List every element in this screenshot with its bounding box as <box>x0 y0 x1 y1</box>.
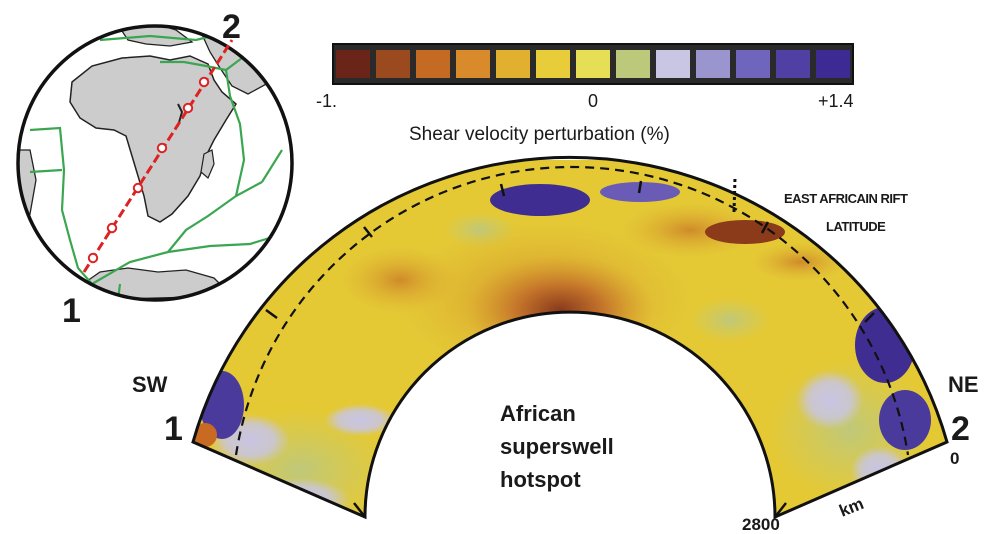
dashed-transition-zone <box>234 165 910 456</box>
cross-section-outline <box>191 155 949 520</box>
section-end-marker: 2 <box>951 410 970 448</box>
ne-label: NE <box>948 372 979 397</box>
africa-landmass <box>69 55 237 223</box>
madagascar-landmass <box>200 149 215 179</box>
hotspot-label-line1: African <box>500 401 576 426</box>
colorbar-swatch <box>736 50 770 78</box>
colorbar-swatch <box>336 50 370 78</box>
colorbar-min-label: -1. <box>316 91 337 111</box>
colorbar-swatch <box>776 50 810 78</box>
hotspot-label-line2: superswell <box>500 434 614 459</box>
globe-start-marker: 1 <box>62 292 81 330</box>
colorbar-swatch <box>456 50 490 78</box>
surface-ticks <box>265 180 875 518</box>
colorbar-frame <box>332 43 854 85</box>
colorbar: -1. 0 +1.4 Shear velocity perturbation (… <box>316 43 854 145</box>
globe-inset-map: 1 2 <box>16 8 294 330</box>
colorbar-mid-label: 0 <box>588 91 598 111</box>
section-start-marker: 1 <box>164 410 183 448</box>
colorbar-swatch <box>496 50 530 78</box>
globe-end-marker: 2 <box>222 8 241 46</box>
rift-label-line2: LATITUDE <box>826 219 886 234</box>
hotspot-label-line3: hotspot <box>500 467 581 492</box>
depth-unit-label: km <box>836 494 866 521</box>
colorbar-title: Shear velocity perturbation (%) <box>409 124 670 145</box>
colorbar-swatch <box>416 50 450 78</box>
colorbar-swatch <box>616 50 650 78</box>
colorbar-swatch <box>376 50 410 78</box>
sw-label: SW <box>132 372 168 397</box>
depth-surface-label: 0 <box>950 449 959 468</box>
depth-bottom-label: 2800 <box>742 515 780 534</box>
lake-marks <box>177 103 184 127</box>
globe-outline <box>16 24 294 302</box>
profile-waypoints <box>87 76 210 264</box>
colorbar-swatch <box>656 50 690 78</box>
colorbar-swatch <box>696 50 730 78</box>
colorbar-max-label: +1.4 <box>818 91 854 111</box>
rift-label-line1: EAST AFRICAIN RIFT <box>784 191 908 206</box>
colorbar-swatch <box>576 50 610 78</box>
colorbar-swatch <box>536 50 570 78</box>
colorbar-swatch <box>816 50 850 78</box>
colorbar-swatches <box>333 44 853 84</box>
